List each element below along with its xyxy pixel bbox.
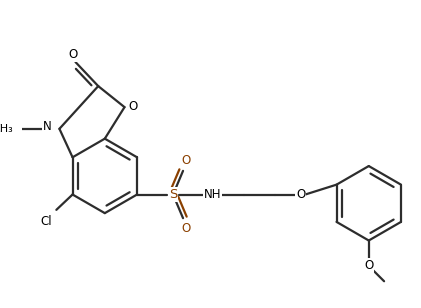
Text: NH: NH	[204, 188, 221, 201]
Text: O: O	[69, 48, 78, 61]
Text: O: O	[296, 188, 306, 201]
Text: O: O	[181, 222, 191, 235]
Text: O: O	[181, 154, 191, 167]
Text: O: O	[364, 259, 373, 272]
Text: CH₃: CH₃	[0, 124, 13, 134]
Text: S: S	[169, 188, 177, 201]
Text: N: N	[43, 120, 51, 133]
Text: Cl: Cl	[40, 215, 52, 228]
Text: O: O	[128, 100, 137, 113]
